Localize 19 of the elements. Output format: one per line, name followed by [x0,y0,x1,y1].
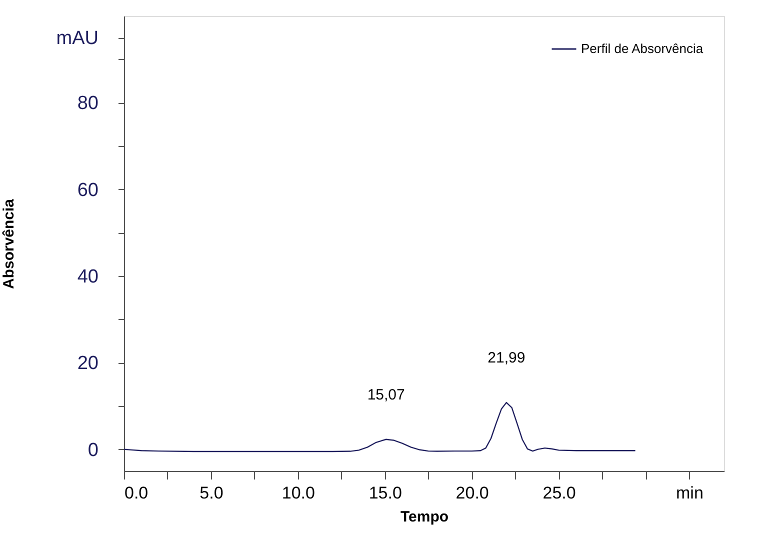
x-tick-label: 10.0 [282,484,315,502]
x-tick-label: 25.0 [542,484,576,502]
y-tick-label: 60 [77,180,98,201]
y-tick-label: 20 [77,353,98,374]
x-tick-label: 20.0 [456,484,489,502]
x-tick-label: 15.0 [368,484,402,502]
y-tick-label: 40 [77,266,98,288]
annotation: 21,99 [488,350,526,367]
legend-label: Perfil de Absorvência [581,41,704,56]
x-tick-label: 0.0 [124,484,148,502]
y-tick-label: 0 [88,440,98,461]
annotation: 15,07 [367,386,405,404]
x-tick-label: 5.0 [200,484,224,502]
y-tick-label: mAU [56,28,98,50]
y-tick-label: 80 [77,93,98,114]
line-series [123,402,636,452]
x-tick-label: min [676,484,704,502]
y-axis-title: Absorvência [0,198,18,290]
x-axis-title: Tempo [400,508,449,526]
